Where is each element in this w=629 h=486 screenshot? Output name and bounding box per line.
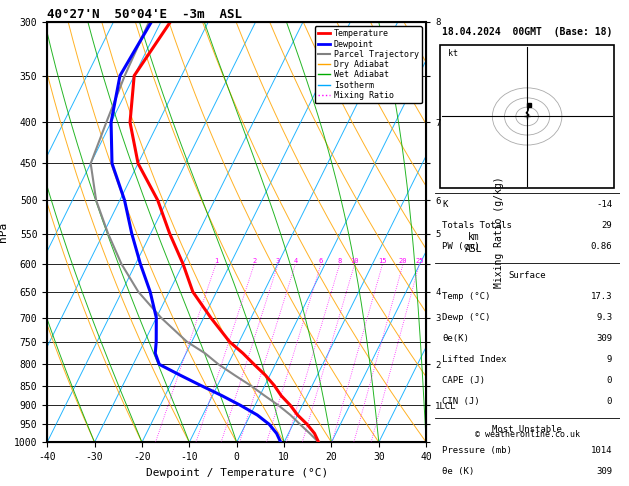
Text: K: K <box>442 200 447 209</box>
Text: 8: 8 <box>338 258 342 264</box>
Text: PW (cm): PW (cm) <box>442 243 480 251</box>
Text: Pressure (mb): Pressure (mb) <box>442 446 512 455</box>
Text: 1: 1 <box>214 258 218 264</box>
Text: Mixing Ratio (g/kg): Mixing Ratio (g/kg) <box>494 176 504 288</box>
Legend: Temperature, Dewpoint, Parcel Trajectory, Dry Adiabat, Wet Adiabat, Isotherm, Mi: Temperature, Dewpoint, Parcel Trajectory… <box>314 26 422 103</box>
Text: Surface: Surface <box>508 271 546 280</box>
Text: 2: 2 <box>252 258 257 264</box>
Text: 18.04.2024  00GMT  (Base: 18): 18.04.2024 00GMT (Base: 18) <box>442 27 612 37</box>
Text: CIN (J): CIN (J) <box>442 397 480 406</box>
Text: 29: 29 <box>601 221 612 230</box>
Text: 6: 6 <box>319 258 323 264</box>
Text: Totals Totals: Totals Totals <box>442 221 512 230</box>
Text: 3: 3 <box>276 258 280 264</box>
Text: 0: 0 <box>607 376 612 385</box>
Text: Dewp (°C): Dewp (°C) <box>442 313 491 322</box>
Text: Lifted Index: Lifted Index <box>442 355 506 364</box>
Text: Most Unstable: Most Unstable <box>492 425 562 434</box>
Text: 1014: 1014 <box>591 446 612 455</box>
Text: kt: kt <box>448 49 458 58</box>
Text: -14: -14 <box>596 200 612 209</box>
Text: 9: 9 <box>607 355 612 364</box>
Text: 10: 10 <box>350 258 359 264</box>
Y-axis label: km
ASL: km ASL <box>465 232 482 254</box>
Text: 15: 15 <box>378 258 387 264</box>
Text: θe (K): θe (K) <box>442 467 474 476</box>
Text: Temp (°C): Temp (°C) <box>442 292 491 301</box>
Y-axis label: hPa: hPa <box>0 222 8 242</box>
Text: 17.3: 17.3 <box>591 292 612 301</box>
X-axis label: Dewpoint / Temperature (°C): Dewpoint / Temperature (°C) <box>145 468 328 478</box>
Text: 25: 25 <box>415 258 423 264</box>
Text: 9.3: 9.3 <box>596 313 612 322</box>
Text: CAPE (J): CAPE (J) <box>442 376 485 385</box>
Text: 309: 309 <box>596 467 612 476</box>
Text: 40°27'N  50°04'E  -3m  ASL: 40°27'N 50°04'E -3m ASL <box>47 8 242 21</box>
Text: 4: 4 <box>293 258 298 264</box>
Text: 20: 20 <box>399 258 408 264</box>
Text: 309: 309 <box>596 334 612 343</box>
Text: © weatheronline.co.uk: © weatheronline.co.uk <box>475 430 579 439</box>
Text: 0: 0 <box>607 397 612 406</box>
Text: 0.86: 0.86 <box>591 243 612 251</box>
Text: θe(K): θe(K) <box>442 334 469 343</box>
